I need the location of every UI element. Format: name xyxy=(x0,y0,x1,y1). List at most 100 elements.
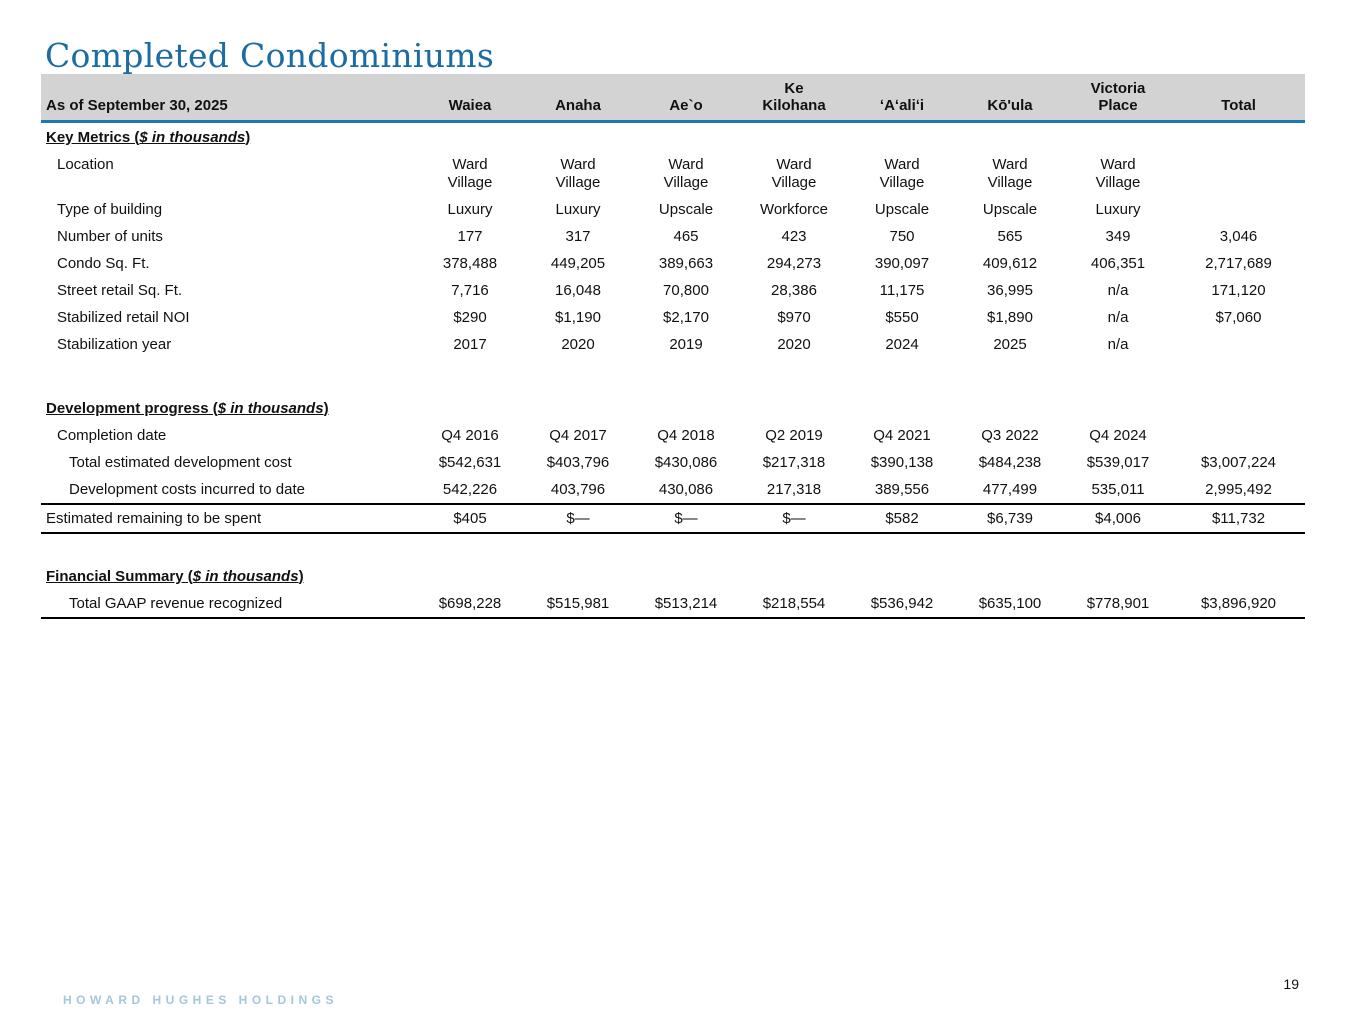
section-heading-row: Development progress ($ in thousands) xyxy=(41,394,1305,422)
cell-value: 409,612 xyxy=(982,255,1038,272)
heading-italic: $ in thousands xyxy=(192,568,299,585)
cell-value: $3,007,224 xyxy=(1200,454,1277,471)
table-row: Number of units 177 317 465 423 750 565 349 3,04… xyxy=(41,223,1305,250)
cell-value: 28,386 xyxy=(771,282,817,299)
heading-suffix: ) xyxy=(298,568,304,585)
cell-value: Upscale xyxy=(658,201,714,218)
cell-value: Ward Village xyxy=(879,156,925,191)
cell-value: Ward Village xyxy=(987,156,1033,191)
row-label: Condo Sq. Ft. xyxy=(57,255,150,272)
cell-value: $1,190 xyxy=(555,309,601,326)
heading-italic: $ in thousands xyxy=(217,400,324,417)
section-heading-row: Key Metrics ($ in thousands) xyxy=(41,122,1305,152)
spacer-cell xyxy=(41,358,1305,394)
page-title: Completed Condominiums xyxy=(45,36,495,76)
cell-value: $7,060 xyxy=(1215,309,1262,326)
cell-value: $635,100 xyxy=(956,590,1064,619)
cell-value: $536,942 xyxy=(848,590,956,619)
cell-value: $582 xyxy=(848,503,956,534)
cell-value: Q4 2021 xyxy=(873,427,931,444)
section-heading-text: Key Metrics ($ in thousands) xyxy=(46,129,250,146)
as-of-date-label: As of September 30, 2025 xyxy=(41,74,416,123)
table-row: Development costs incurred to date 542,22… xyxy=(41,476,1305,504)
row-label: Type of building xyxy=(57,201,163,218)
cell-value: Q4 2017 xyxy=(549,427,607,444)
cell-value: $513,214 xyxy=(632,590,740,619)
section-spacer xyxy=(41,533,1305,562)
heading-italic: $ in thousands xyxy=(139,129,246,146)
cell-value: 449,205 xyxy=(550,255,606,272)
cell-value: $4,006 xyxy=(1064,503,1172,534)
column-header: Anaha xyxy=(524,74,632,123)
cell-value xyxy=(1172,151,1305,196)
cell-value: $— xyxy=(740,503,848,534)
row-label: Number of units xyxy=(57,228,163,245)
cell-value: 477,499 xyxy=(982,481,1038,498)
cell-value: 465 xyxy=(673,228,699,245)
cell-value: $778,901 xyxy=(1064,590,1172,619)
cell-value: Q3 2022 xyxy=(981,427,1039,444)
page-number: 19 xyxy=(1283,976,1299,992)
row-label: Stabilization year xyxy=(57,336,172,353)
table-header: As of September 30, 2025 Waiea Anaha Ae`o Ke… xyxy=(41,74,1305,123)
cell-value: n/a xyxy=(1107,282,1129,299)
cell-value: Ward Village xyxy=(555,156,601,191)
cell-value: $217,318 xyxy=(762,454,826,471)
cell-value: Ward Village xyxy=(447,156,493,191)
cell-value: $405 xyxy=(416,503,524,534)
cell-value: Q4 2024 xyxy=(1089,427,1147,444)
table-row: Stabilization year 2017 2020 2019 2020 2024 20… xyxy=(41,331,1305,358)
column-header: Ae`o xyxy=(632,74,740,123)
row-label: Total GAAP revenue recognized xyxy=(41,590,416,619)
cell-value: Upscale xyxy=(874,201,930,218)
column-header: Total xyxy=(1172,74,1305,123)
cell-value: 430,086 xyxy=(658,481,714,498)
cell-value: $484,238 xyxy=(978,454,1042,471)
cell-value: 16,048 xyxy=(555,282,601,299)
cell-value: 2020 xyxy=(561,336,595,353)
column-header: Ke Kilohana xyxy=(740,74,848,123)
header-row: As of September 30, 2025 Waiea Anaha Ae`o Ke… xyxy=(41,74,1305,123)
cell-value: $515,981 xyxy=(524,590,632,619)
table-row: Estimated remaining to be spent $405 $— $— $… xyxy=(41,503,1305,534)
cell-value: Q4 2018 xyxy=(657,427,715,444)
cell-value: 390,097 xyxy=(874,255,930,272)
cell-value xyxy=(1172,196,1305,223)
cell-value: Workforce xyxy=(759,201,829,218)
row-label: Total estimated development cost xyxy=(69,454,292,471)
row-label: Stabilized retail NOI xyxy=(57,309,190,326)
section-heading-text: Development progress ($ in thousands) xyxy=(46,400,329,417)
cell-value: n/a xyxy=(1107,309,1129,326)
cell-value: $3,896,920 xyxy=(1172,590,1305,619)
section-spacer xyxy=(41,358,1305,394)
row-label: Estimated remaining to be spent xyxy=(41,503,416,534)
cell-value: 389,663 xyxy=(658,255,714,272)
column-header: Kō'ula xyxy=(956,74,1064,123)
cell-value: 2024 xyxy=(885,336,919,353)
cell-value: $550 xyxy=(885,309,919,326)
table-row: Street retail Sq. Ft. 7,716 16,048 70,800 28… xyxy=(41,277,1305,304)
cell-value: Luxury xyxy=(1095,201,1141,218)
cell-value: $403,796 xyxy=(546,454,610,471)
row-label: Completion date xyxy=(57,427,167,444)
heading-prefix: Financial Summary ( xyxy=(46,568,193,585)
table-row: Condo Sq. Ft. 378,488 449,205 389,663 294,27… xyxy=(41,250,1305,277)
section-heading: Development progress ($ in thousands) xyxy=(41,394,1305,422)
cell-value xyxy=(1172,331,1305,358)
cell-value: Ward Village xyxy=(1095,156,1141,191)
cell-value: 317 xyxy=(565,228,591,245)
cell-value: $542,631 xyxy=(438,454,502,471)
cell-value: $698,228 xyxy=(416,590,524,619)
cell-value: 535,011 xyxy=(1091,481,1145,498)
cell-value: $390,138 xyxy=(870,454,934,471)
column-header: ʻAʻaliʻi xyxy=(848,74,956,123)
table-row: Total estimated development cost $542,631… xyxy=(41,449,1305,476)
cell-value: $430,086 xyxy=(654,454,718,471)
spacer-cell xyxy=(41,533,1305,562)
cell-value: 7,716 xyxy=(451,282,489,299)
cell-value: 565 xyxy=(997,228,1023,245)
heading-suffix: ) xyxy=(245,129,251,146)
cell-value: 217,318 xyxy=(766,481,822,498)
cell-value: 294,273 xyxy=(766,255,822,272)
heading-prefix: Key Metrics ( xyxy=(46,129,140,146)
